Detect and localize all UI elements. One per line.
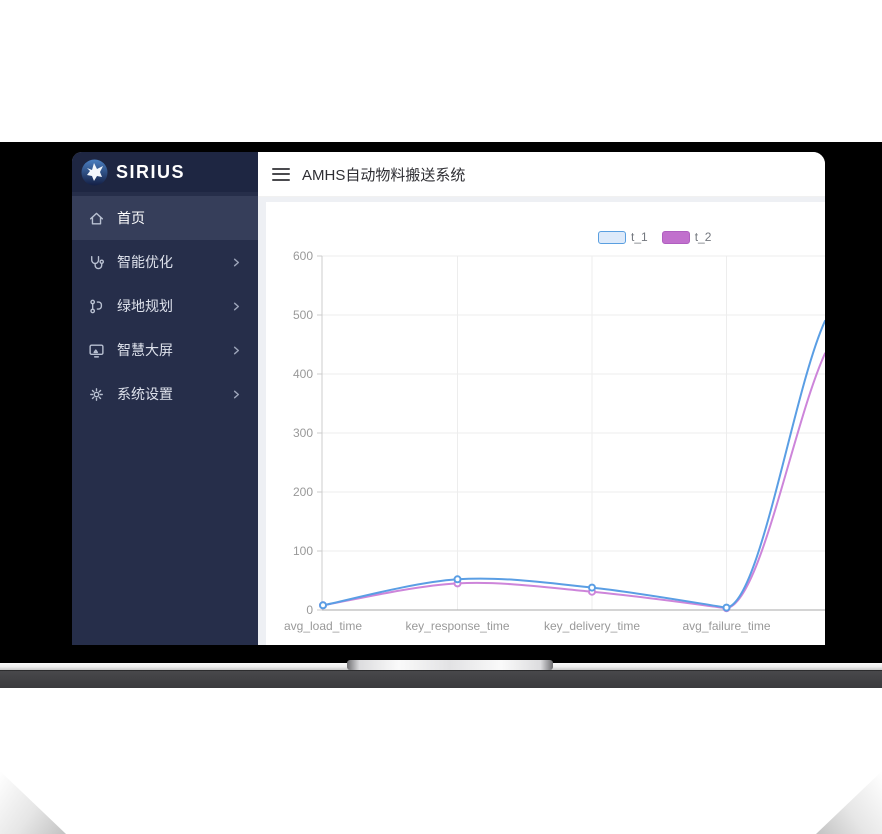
x-axis-tick-label: avg_failure_time <box>682 619 770 633</box>
system-settings-icon <box>88 386 105 403</box>
bezel-corner-right <box>816 771 882 834</box>
sidebar-item-4[interactable]: 系统设置 <box>72 372 258 416</box>
line-chart: 0 100 200 300 400 500 600 avg_load_time key_resp… <box>284 249 825 633</box>
app-window: SIRIUS 首页智能优化绿地规划智慧大屏系统设置 AMHS自动物料搬送系统 0… <box>72 152 825 645</box>
chart-card: 0 100 200 300 400 500 600 avg_load_time key_resp… <box>266 202 825 645</box>
sidebar-menu: 首页智能优化绿地规划智慧大屏系统设置 <box>72 196 258 416</box>
sidebar-item-2[interactable]: 绿地规划 <box>72 284 258 328</box>
sidebar-item-label: 绿地规划 <box>117 298 173 314</box>
y-axis-tick-label: 400 <box>293 367 313 381</box>
legend-swatch-t_2 <box>661 230 690 244</box>
sidebar: SIRIUS 首页智能优化绿地规划智慧大屏系统设置 <box>72 152 258 645</box>
page-title: AMHS自动物料搬送系统 <box>302 166 466 184</box>
sidebar-item-label: 首页 <box>117 210 145 226</box>
chevron-right-icon <box>231 257 242 268</box>
sidebar-item-label: 智慧大屏 <box>117 342 173 358</box>
sidebar-item-1[interactable]: 智能优化 <box>72 240 258 284</box>
sidebar-item-3[interactable]: 智慧大屏 <box>72 328 258 372</box>
y-axis-tick-label: 100 <box>293 544 313 558</box>
data-point-t_1 <box>588 583 596 592</box>
x-axis-tick-label: avg_load_time <box>284 619 362 633</box>
smart-optimization-icon <box>88 254 105 271</box>
bezel-corner-left <box>0 771 66 834</box>
y-axis-tick-label: 500 <box>293 308 313 322</box>
y-axis-tick-label: 600 <box>293 249 313 263</box>
line-series-t_1 <box>322 319 825 609</box>
y-axis-tick-label: 300 <box>293 426 313 440</box>
line-series-t_2 <box>322 352 825 610</box>
legend-item-t_2[interactable]: t_2 <box>661 230 712 244</box>
chart-legend: t_1 t_2 <box>598 230 711 244</box>
main-area: AMHS自动物料搬送系统 0 100 200 300 400 500 600 avg_load… <box>258 152 825 645</box>
sidebar-item-label: 系统设置 <box>117 386 173 402</box>
logo-bar: SIRIUS <box>72 152 258 192</box>
logo-text: SIRIUS <box>116 161 186 182</box>
green-planning-icon <box>88 298 105 315</box>
home-icon <box>88 210 105 227</box>
sidebar-item-label: 智能优化 <box>117 254 173 270</box>
x-axis-tick-label: key_response_time <box>405 619 509 633</box>
smart-screen-icon <box>88 342 105 359</box>
laptop-base <box>0 670 882 688</box>
data-point-t_1 <box>319 601 327 610</box>
content-area: 0 100 200 300 400 500 600 avg_load_time key_resp… <box>258 197 825 645</box>
legend-label: t_1 <box>631 230 648 244</box>
top-header: AMHS自动物料搬送系统 <box>258 152 825 197</box>
legend-label: t_2 <box>694 230 712 244</box>
data-point-t_1 <box>453 575 462 584</box>
legend-swatch-t_1 <box>598 230 626 244</box>
y-axis-tick-label: 0 <box>306 603 313 617</box>
chevron-right-icon <box>231 389 242 400</box>
y-axis-tick-label: 200 <box>293 485 313 499</box>
legend-item-t_1[interactable]: t_1 <box>598 230 648 244</box>
hamburger-menu-icon[interactable] <box>272 167 290 181</box>
laptop-hinge <box>347 660 553 670</box>
sidebar-item-0[interactable]: 首页 <box>72 196 258 240</box>
chevron-right-icon <box>231 301 242 312</box>
wolf-logo-icon <box>81 159 108 186</box>
data-point-t_1 <box>722 603 731 612</box>
x-axis-tick-label: key_delivery_time <box>544 619 640 633</box>
chevron-right-icon <box>231 345 242 356</box>
